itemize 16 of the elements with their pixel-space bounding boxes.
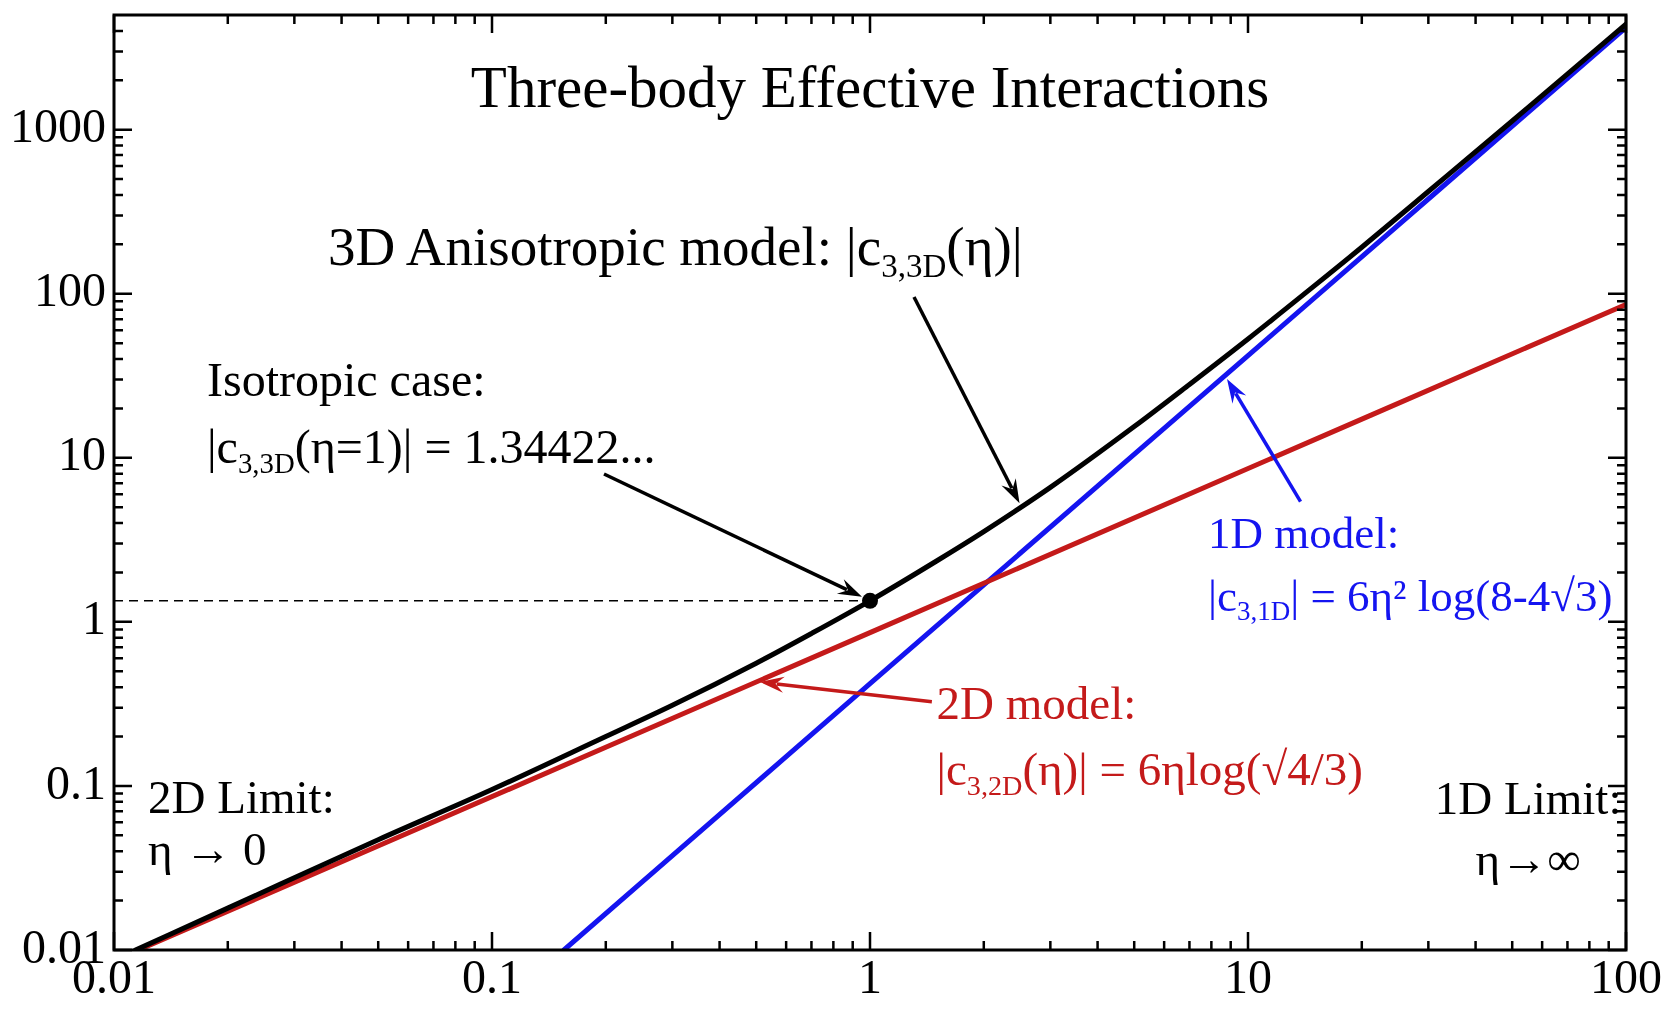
x-tick-label: 100 xyxy=(1590,950,1661,1004)
y-tick-label: 1000 xyxy=(10,99,106,153)
x-tick-label: 0.1 xyxy=(462,950,522,1004)
annotation: Isotropic case: |c$_{3,3D}$(η=1)| = 1.34422... xyxy=(206,352,656,481)
x-tick-label: 10 xyxy=(1224,950,1272,1004)
text: Three-body Effective Interactions xyxy=(470,54,1270,121)
y-tick-label: 1 xyxy=(82,591,106,645)
series-label: 1D model: |c$_{3,1D}$| = 6η² log(8-4√3) xyxy=(1207,507,1613,629)
legend-label: 2D model: |c$_{3,2D}$(η)| = 6ηlog(√4/3) xyxy=(936,676,1363,803)
x-tick-label: 1 xyxy=(858,950,882,1004)
y-tick-label: 10 xyxy=(58,427,106,481)
annotation: 2D Limit: η → 0 xyxy=(148,771,335,876)
y-tick-label: 0.1 xyxy=(46,755,106,809)
text: 3D Anisotropic model: |c$_{3,3D}$(η)| xyxy=(327,214,1023,285)
annotation: 1D Limit: η→∞ xyxy=(1434,770,1622,887)
y-tick-label: 100 xyxy=(34,263,106,317)
